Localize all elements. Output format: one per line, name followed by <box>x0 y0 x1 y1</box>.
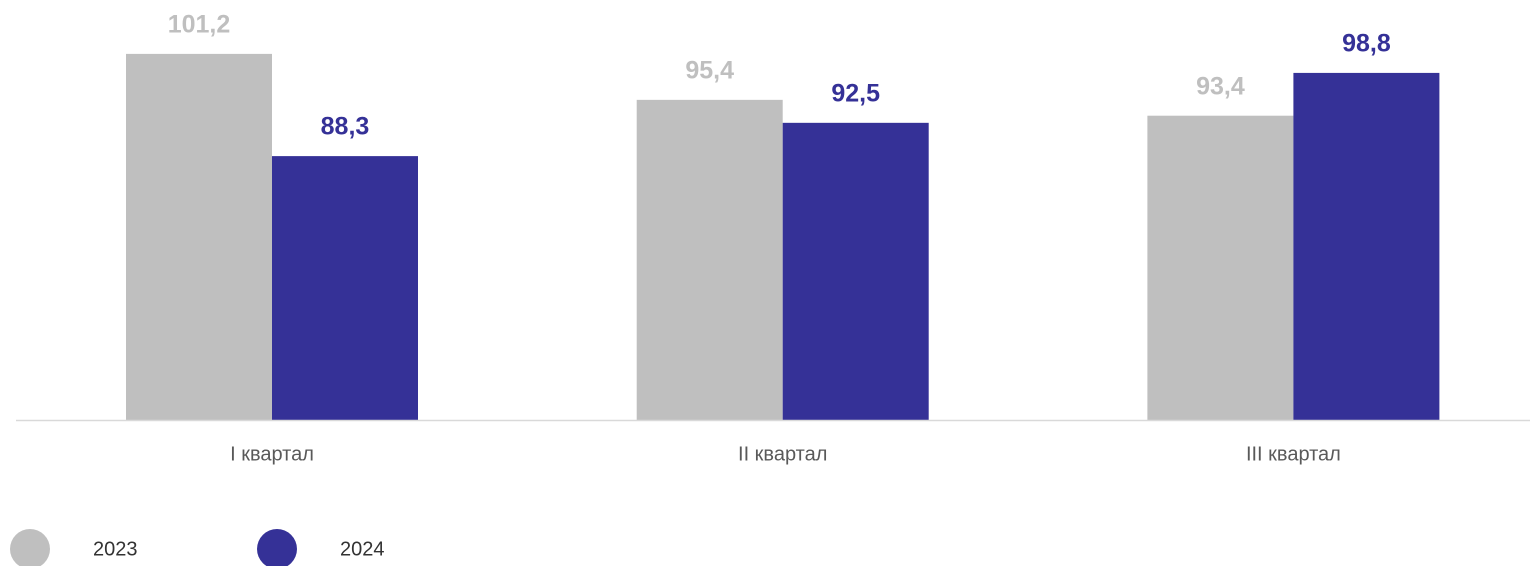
bar <box>782 122 929 420</box>
value-label: 88,3 <box>321 113 370 141</box>
bar <box>636 99 783 420</box>
x-tick-label: I квартал <box>230 443 314 465</box>
value-label: 93,4 <box>1196 72 1245 100</box>
legend-label: 2023 <box>93 538 138 560</box>
value-label: 92,5 <box>831 79 880 107</box>
bar <box>1293 72 1440 420</box>
legend-label: 2024 <box>340 538 385 560</box>
bar <box>126 53 272 421</box>
legend-marker <box>10 529 50 566</box>
bar <box>272 156 418 420</box>
x-tick-label: III квартал <box>1246 443 1341 465</box>
value-label: 95,4 <box>685 56 734 84</box>
bar <box>1147 115 1294 420</box>
value-label: 98,8 <box>1342 30 1391 58</box>
x-tick-label: II квартал <box>738 443 827 465</box>
value-label: 101,2 <box>168 10 231 38</box>
legend-marker <box>257 529 297 566</box>
